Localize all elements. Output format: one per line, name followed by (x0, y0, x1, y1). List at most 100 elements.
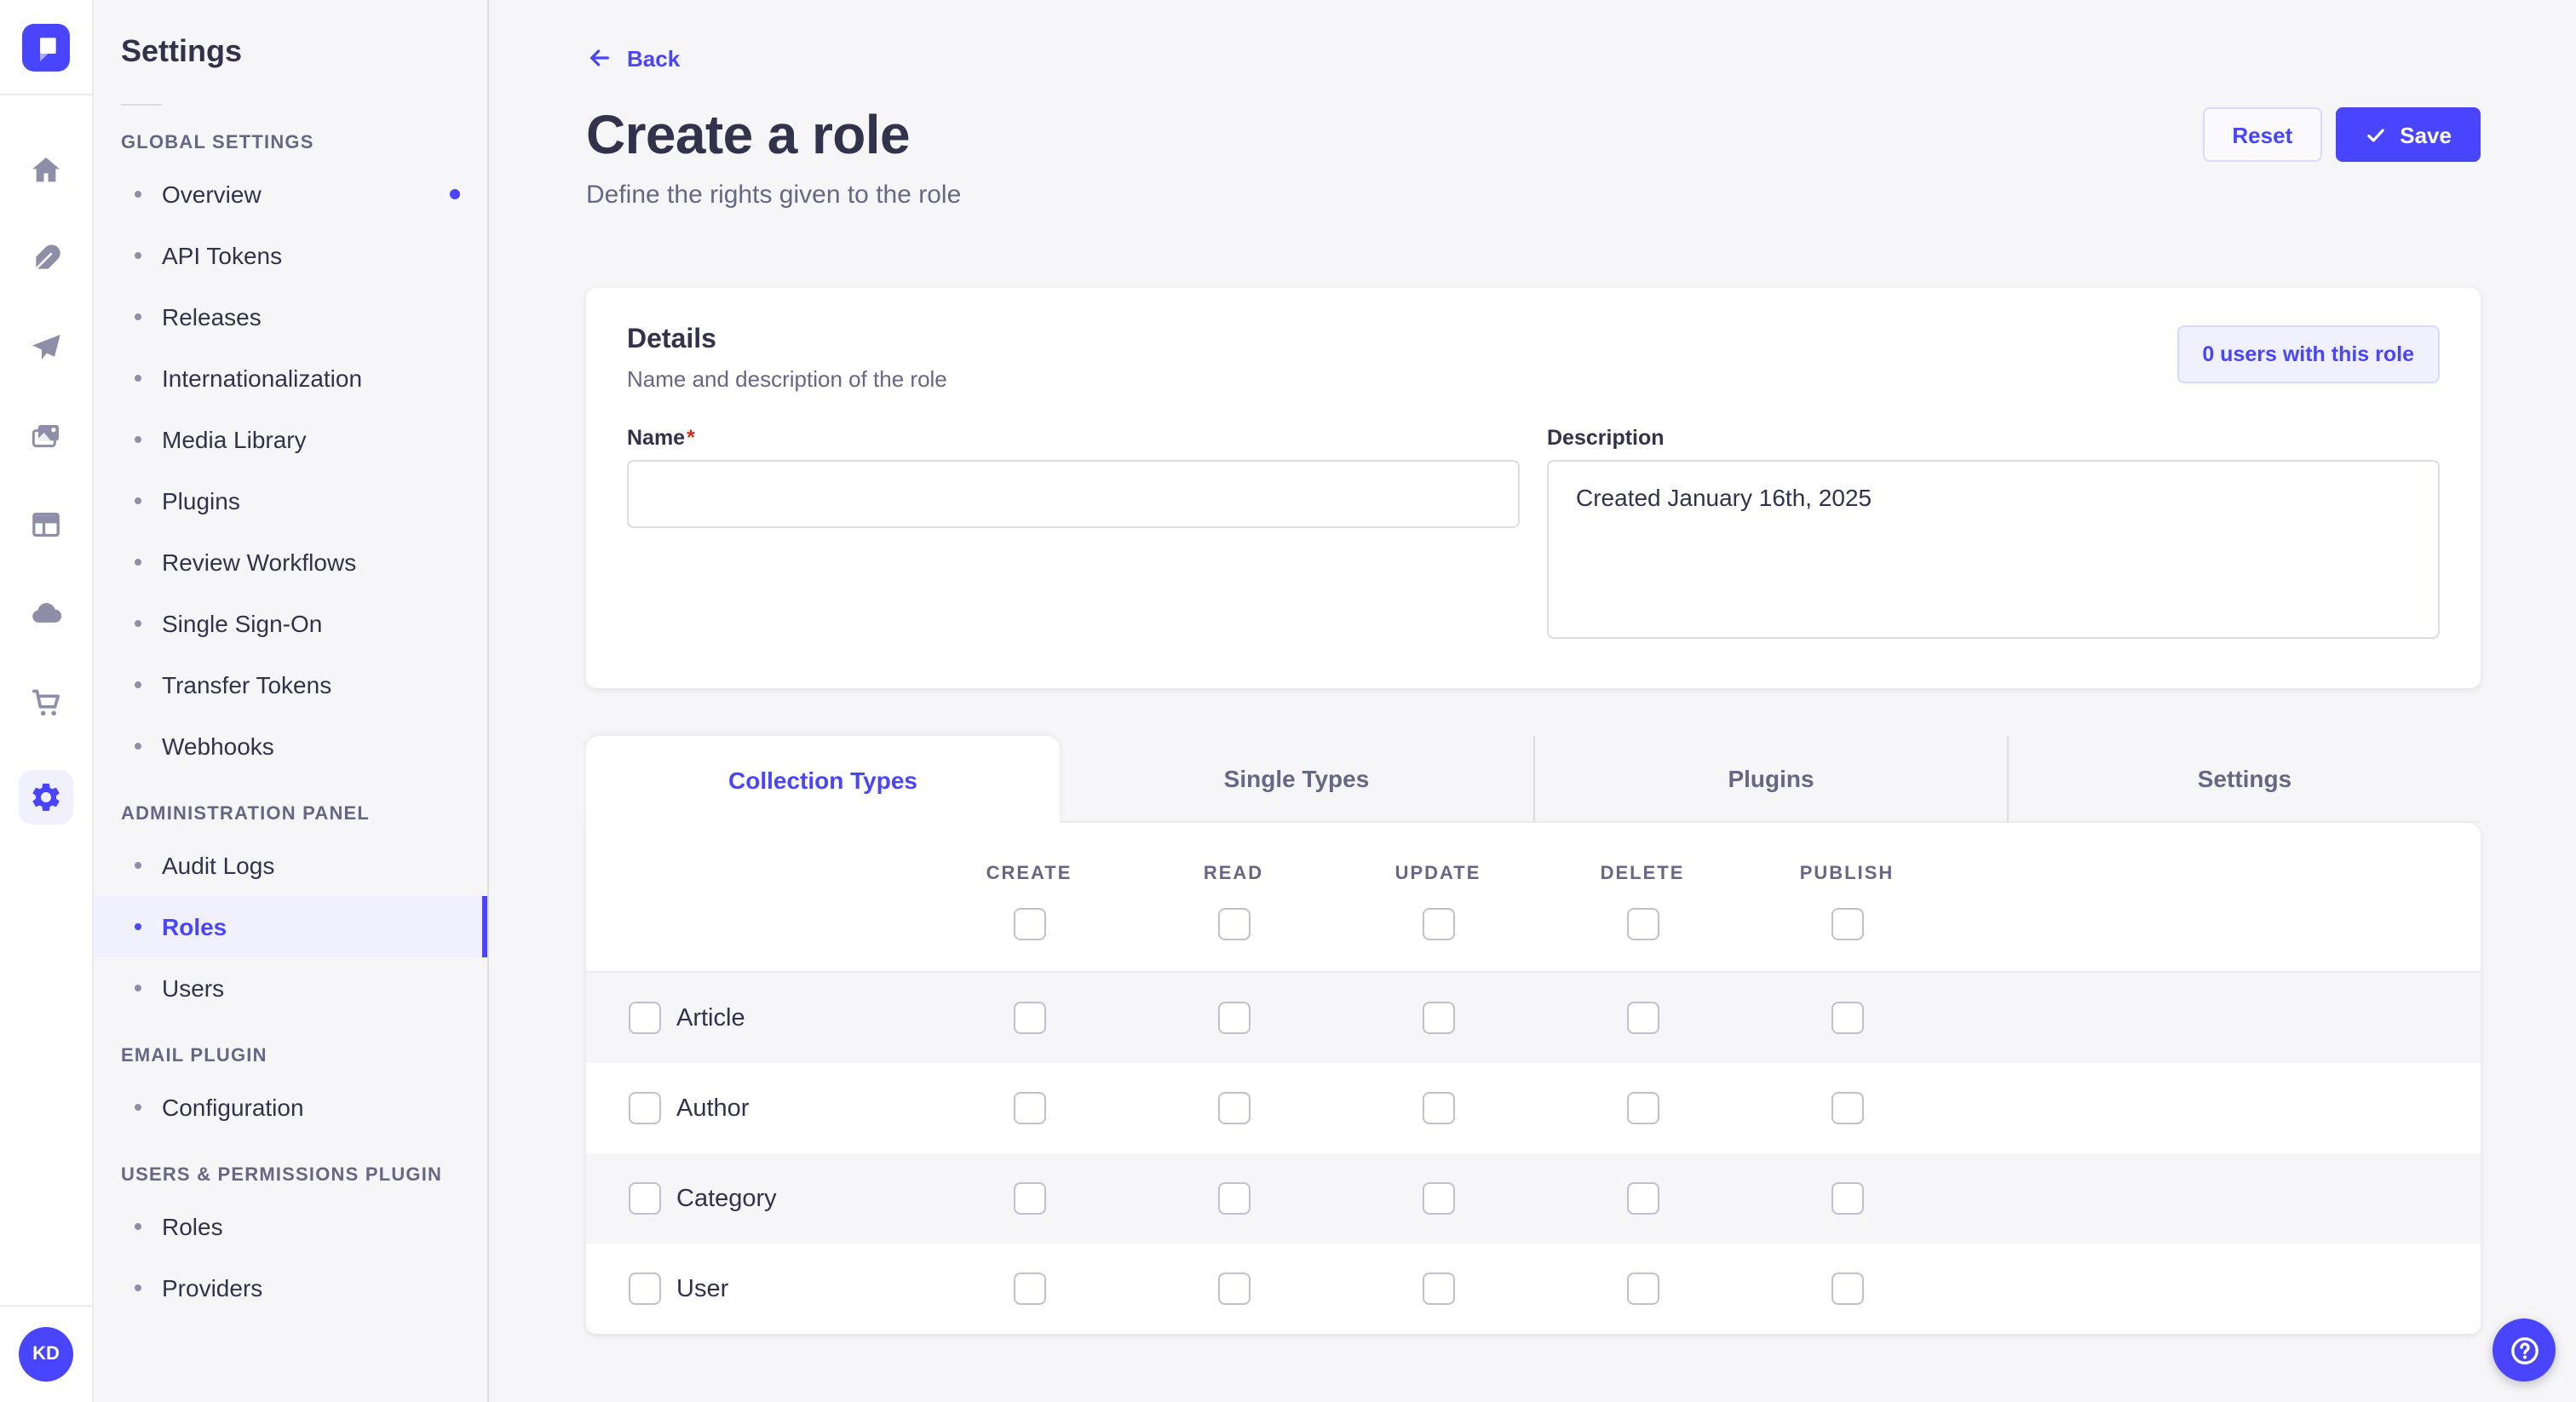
sidebar-item-label: Roles (162, 1213, 223, 1240)
sidebar-item-label: Providers (162, 1274, 263, 1301)
sidebar-item-media-library[interactable]: Media Library (94, 409, 487, 470)
permission-checkbox-read[interactable] (1217, 1182, 1250, 1215)
sidebar-item-audit-logs[interactable]: Audit Logs (94, 835, 487, 896)
paper-plane-icon (32, 335, 60, 360)
sidebar-item-single-sign-on[interactable]: Single Sign-On (94, 593, 487, 654)
sidebar-item-webhooks[interactable]: Webhooks (94, 715, 487, 777)
table-row-article: Article (586, 973, 2481, 1063)
permission-checkbox-publish[interactable] (1831, 1002, 1863, 1034)
select-all-read-checkbox[interactable] (1217, 908, 1250, 940)
tab-plugins[interactable]: Plugins (1533, 736, 2007, 823)
sidebar-item-releases[interactable]: Releases (94, 286, 487, 348)
permission-checkbox-delete[interactable] (1626, 1182, 1659, 1215)
permissions-table-header: CREATE READ UPDATE DELETE (586, 823, 2481, 973)
nav-content-type-builder[interactable] (26, 504, 66, 545)
permission-checkbox-read[interactable] (1217, 1092, 1250, 1124)
sidebar-item-roles-admin[interactable]: Roles (94, 896, 487, 957)
row-select-checkbox[interactable] (629, 1092, 661, 1124)
page-subtitle: Define the rights given to the role (586, 181, 962, 210)
tab-single-types[interactable]: Single Types (1060, 736, 1533, 823)
workspace-logo-button[interactable] (0, 0, 93, 95)
shopping-cart-icon (32, 689, 60, 716)
layout-icon (32, 512, 60, 537)
header-spacer (1949, 823, 2481, 971)
nav-releases[interactable] (26, 327, 66, 368)
sidebar-item-overview[interactable]: Overview (94, 164, 487, 225)
select-all-delete-checkbox[interactable] (1626, 908, 1659, 940)
select-all-update-checkbox[interactable] (1422, 908, 1454, 940)
users-with-role-button[interactable]: 0 users with this role (2176, 325, 2440, 383)
sidebar-item-review-workflows[interactable]: Review Workflows (94, 531, 487, 593)
select-all-publish-checkbox[interactable] (1831, 908, 1863, 940)
bullet-icon (135, 985, 141, 991)
permission-checkbox-publish[interactable] (1831, 1273, 1863, 1305)
permission-checkbox-update[interactable] (1422, 1002, 1454, 1034)
name-input[interactable] (627, 460, 1520, 528)
reset-button[interactable]: Reset (2203, 107, 2322, 162)
bullet-icon (135, 559, 141, 566)
bullet-icon (135, 1104, 141, 1111)
user-avatar[interactable]: KD (19, 1327, 73, 1382)
permission-checkbox-delete[interactable] (1626, 1273, 1659, 1305)
bullet-icon (135, 1223, 141, 1230)
select-all-create-checkbox[interactable] (1013, 908, 1045, 940)
bullet-icon (135, 191, 141, 198)
row-select-checkbox[interactable] (629, 1002, 661, 1034)
row-select-checkbox[interactable] (629, 1182, 661, 1215)
subnav-title: Settings (121, 34, 243, 68)
sidebar-item-configuration[interactable]: Configuration (94, 1077, 487, 1138)
sidebar-item-label: API Tokens (162, 242, 283, 269)
nav-marketplace[interactable] (26, 681, 66, 722)
nav-home[interactable] (26, 150, 66, 191)
sidebar-item-roles-up[interactable]: Roles (94, 1196, 487, 1257)
permissions-section: Collection Types Single Types Plugins Se… (586, 736, 2481, 1334)
description-textarea[interactable]: Created January 16th, 2025 (1547, 460, 2440, 639)
tab-collection-types[interactable]: Collection Types (586, 736, 1060, 823)
sidebar-item-label: Internationalization (162, 365, 363, 392)
name-label: Name * (627, 426, 1520, 450)
nav-deploy[interactable] (26, 593, 66, 634)
sidebar-item-label: Webhooks (162, 733, 274, 760)
permission-checkbox-delete[interactable] (1626, 1002, 1659, 1034)
permission-checkbox-update[interactable] (1422, 1273, 1454, 1305)
sidebar-item-providers[interactable]: Providers (94, 1257, 487, 1319)
bullet-icon (135, 436, 141, 443)
permission-checkbox-update[interactable] (1422, 1182, 1454, 1215)
sidebar-item-api-tokens[interactable]: API Tokens (94, 225, 487, 286)
header-spacer (586, 823, 927, 971)
permission-checkbox-create[interactable] (1013, 1092, 1045, 1124)
sidebar-item-users[interactable]: Users (94, 957, 487, 1019)
sidebar-item-transfer-tokens[interactable]: Transfer Tokens (94, 654, 487, 715)
nav-content-manager[interactable] (26, 238, 66, 279)
permission-checkbox-read[interactable] (1217, 1002, 1250, 1034)
sidebar-item-plugins[interactable]: Plugins (94, 470, 487, 531)
save-button[interactable]: Save (2335, 107, 2481, 162)
nav-settings[interactable] (19, 770, 73, 825)
permission-checkbox-publish[interactable] (1831, 1092, 1863, 1124)
bullet-icon (135, 743, 141, 750)
row-select-checkbox[interactable] (629, 1273, 661, 1305)
back-link[interactable]: Back (586, 44, 680, 72)
permission-checkbox-publish[interactable] (1831, 1182, 1863, 1215)
table-row-author: Author (586, 1063, 2481, 1153)
permission-checkbox-create[interactable] (1013, 1002, 1045, 1034)
permission-checkbox-create[interactable] (1013, 1182, 1045, 1215)
bullet-icon (135, 252, 141, 259)
sidebar-item-label: Users (162, 974, 225, 1002)
permission-checkbox-create[interactable] (1013, 1273, 1045, 1305)
permission-checkbox-read[interactable] (1217, 1273, 1250, 1305)
sidebar-item-label: Configuration (162, 1094, 304, 1121)
help-button[interactable] (2493, 1319, 2556, 1382)
settings-subnav: Settings GLOBAL SETTINGS Overview API To… (94, 0, 489, 1402)
permission-checkbox-delete[interactable] (1626, 1092, 1659, 1124)
column-label: DELETE (1600, 864, 1685, 884)
permission-checkbox-update[interactable] (1422, 1092, 1454, 1124)
section-users-permissions-plugin: USERS & PERMISSIONS PLUGIN (121, 1165, 443, 1186)
rail-bottom: KD (0, 1305, 93, 1402)
tab-settings[interactable]: Settings (2007, 736, 2481, 823)
column-read: READ (1131, 823, 1336, 971)
nav-media-library[interactable] (26, 416, 66, 457)
sidebar-item-internationalization[interactable]: Internationalization (94, 348, 487, 409)
header-actions: Reset Save (2203, 107, 2481, 162)
icon-rail: KD (0, 0, 94, 1402)
